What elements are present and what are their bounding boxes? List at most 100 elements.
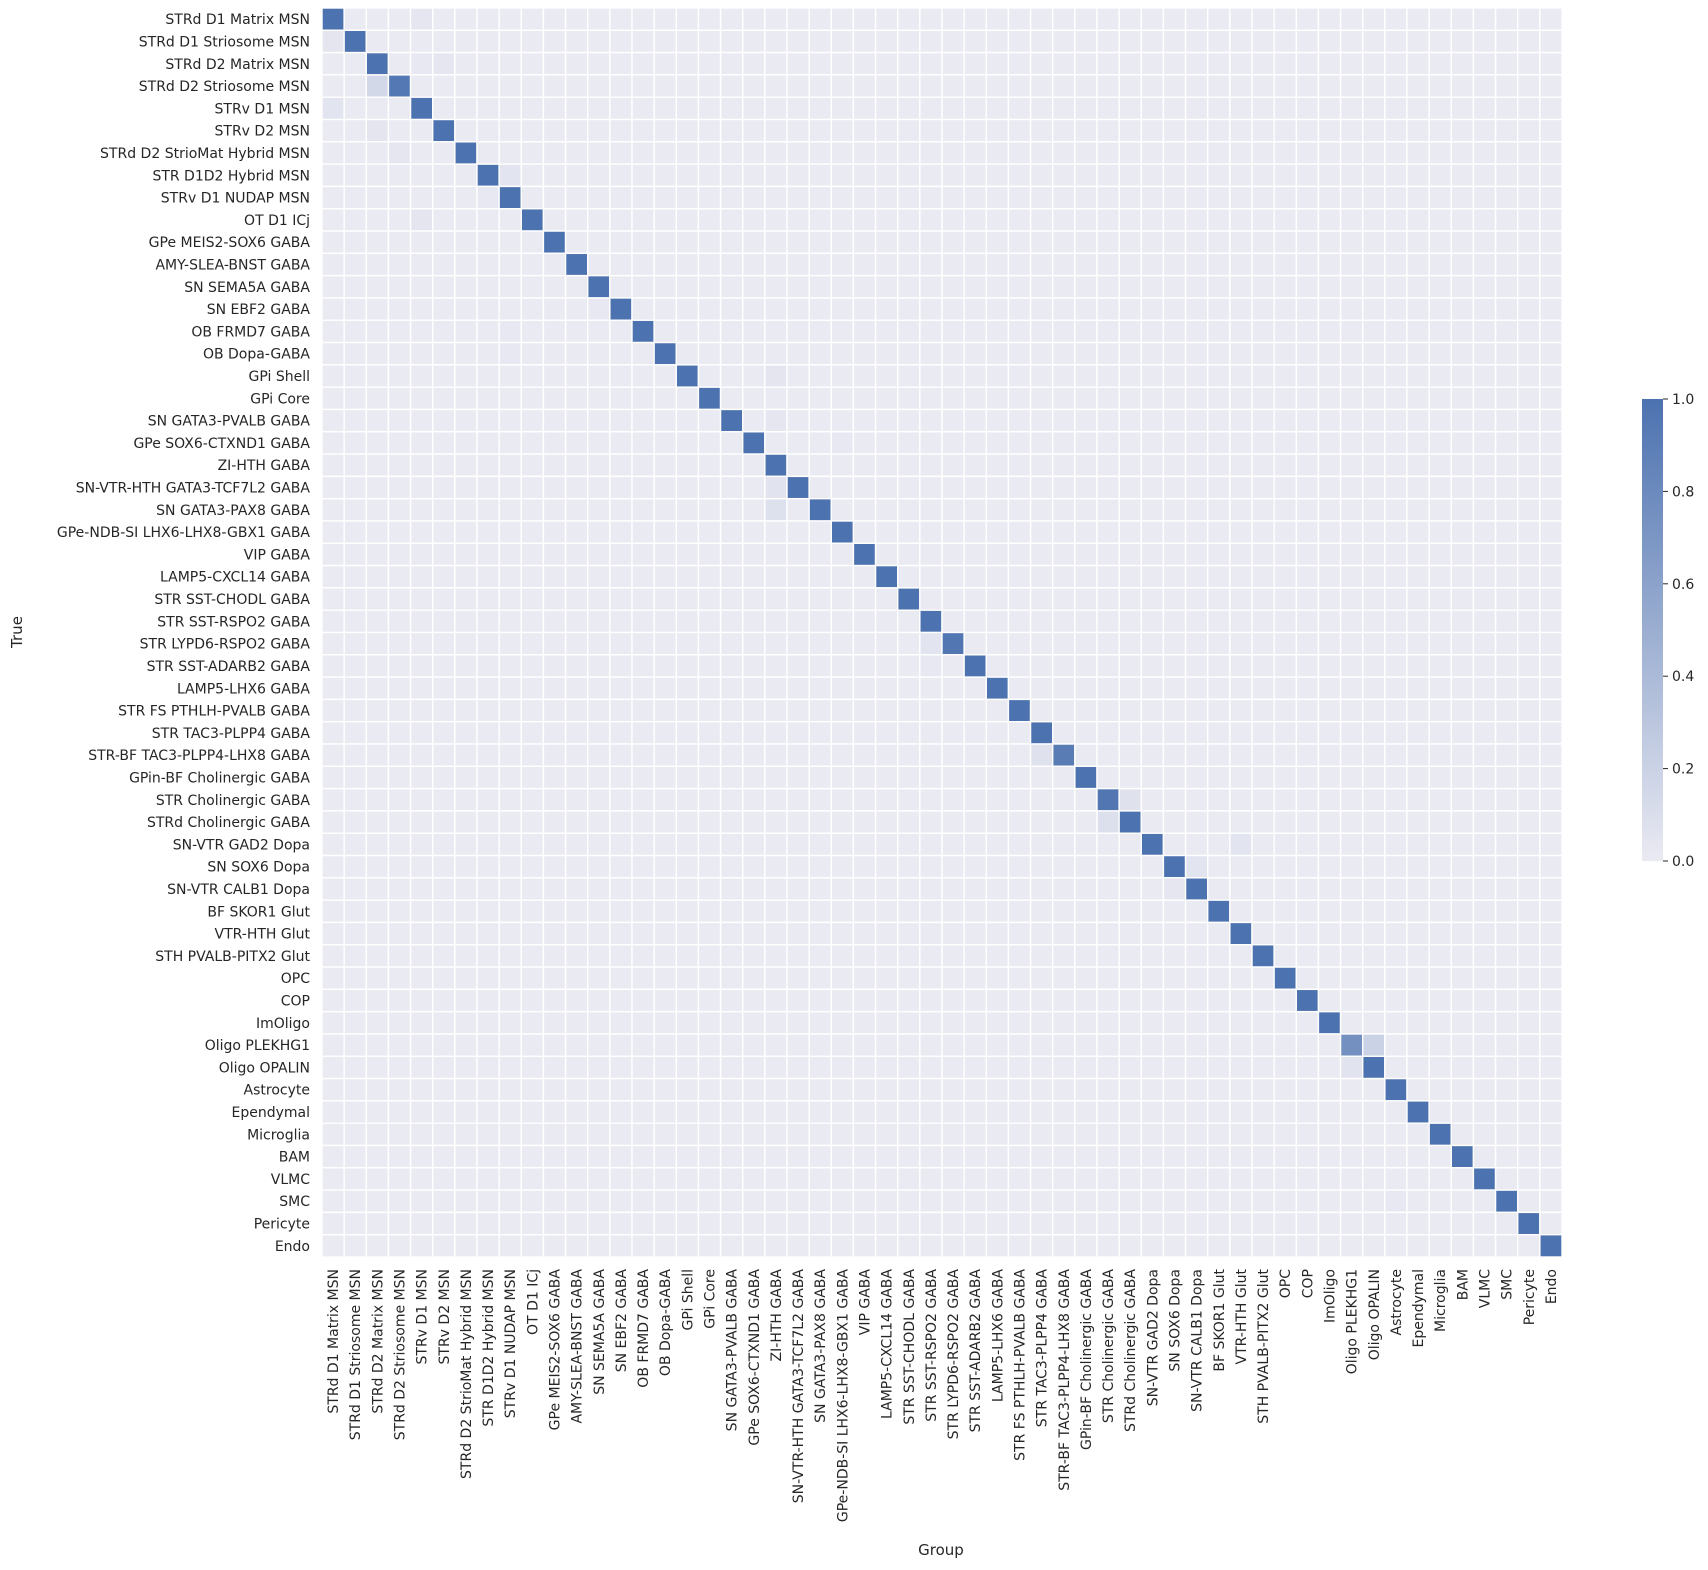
heatmap-cell (365, 1010, 390, 1035)
heatmap-cell (587, 765, 611, 790)
heatmap-cell (432, 921, 456, 946)
heatmap-cell (1472, 1167, 1497, 1191)
heatmap-cell (542, 1100, 567, 1124)
heatmap-cell (808, 497, 832, 522)
heatmap-cell (1273, 51, 1297, 76)
heatmap-cell (985, 29, 1010, 54)
heatmap-cell (1184, 854, 1209, 879)
heatmap-cell (919, 854, 943, 879)
heatmap-cell (1472, 944, 1497, 968)
heatmap-cell (432, 408, 456, 433)
heatmap-cell (387, 208, 412, 232)
heatmap-cell (1251, 163, 1275, 188)
heatmap-cell (476, 587, 500, 611)
heatmap-cell (564, 988, 589, 1013)
x-tick-label: STR TAC3-PLPP4 GABA (1035, 1269, 1051, 1428)
heatmap-cell (742, 988, 766, 1013)
heatmap-cell (874, 118, 899, 143)
heatmap-cell (1140, 832, 1165, 857)
heatmap-cell (631, 118, 655, 143)
y-tick-label: VIP GABA (244, 547, 311, 563)
heatmap-cell (808, 475, 832, 500)
heatmap-cell (1029, 364, 1054, 388)
heatmap-cell (587, 1033, 611, 1057)
heatmap-cell (1118, 1010, 1142, 1035)
heatmap-cell (1118, 208, 1142, 232)
heatmap-cell (852, 1100, 877, 1124)
heatmap-cell (476, 141, 500, 165)
heatmap-cell (786, 564, 810, 589)
heatmap-cell (919, 431, 943, 455)
heatmap-cell (1317, 587, 1342, 611)
heatmap-cell (1362, 51, 1386, 76)
heatmap-cell (808, 676, 832, 701)
heatmap-cell (409, 1233, 434, 1258)
heatmap-cell (432, 877, 456, 901)
heatmap-cell (830, 274, 855, 299)
heatmap-cell (409, 1077, 434, 1102)
heatmap-cell (1384, 1033, 1408, 1057)
heatmap-cell (1029, 854, 1054, 879)
heatmap-cell (1007, 810, 1032, 834)
heatmap-cell (454, 7, 478, 31)
heatmap-cell (719, 297, 744, 321)
heatmap-cell (409, 1033, 434, 1057)
y-tick-label: GPin-BF Cholinergic GABA (129, 770, 310, 786)
heatmap-cell (1428, 609, 1452, 634)
heatmap-cell (1317, 564, 1342, 589)
heatmap-cell (1450, 520, 1475, 544)
heatmap-cell (1273, 319, 1297, 344)
heatmap-cell (1140, 1167, 1165, 1191)
heatmap-cell (432, 899, 456, 924)
heatmap-cell (653, 1233, 677, 1258)
heatmap-cell (343, 141, 367, 165)
heatmap-cell (1494, 810, 1519, 834)
heatmap-cell (343, 609, 367, 634)
heatmap-cell (1273, 475, 1297, 500)
heatmap-cell (719, 654, 744, 678)
heatmap-cell (387, 141, 412, 165)
heatmap-cell (852, 921, 877, 946)
heatmap-cell (675, 721, 700, 745)
heatmap-cell (1362, 542, 1386, 567)
heatmap-cell (1229, 163, 1253, 188)
heatmap-cell (1162, 431, 1187, 455)
heatmap-cell (520, 765, 545, 790)
heatmap-cell (1384, 1122, 1408, 1147)
heatmap-cell (1428, 1233, 1452, 1258)
heatmap-cell (1472, 587, 1497, 611)
heatmap-cell (830, 96, 855, 121)
heatmap-cell (764, 141, 788, 165)
heatmap-cell (1428, 832, 1452, 857)
heatmap-cell (520, 899, 545, 924)
heatmap-cell (1118, 899, 1142, 924)
heatmap-cell (520, 118, 545, 143)
heatmap-cell (1317, 208, 1342, 232)
heatmap-cell (985, 7, 1010, 31)
heatmap-cell (476, 676, 500, 701)
heatmap-cell (1118, 631, 1142, 656)
heatmap-cell (786, 141, 810, 165)
heatmap-cell (1229, 743, 1253, 768)
heatmap-cell (1184, 787, 1209, 812)
heatmap-cell (387, 988, 412, 1013)
heatmap-cell (1362, 497, 1386, 522)
heatmap-cell (631, 453, 655, 478)
heatmap-cell (941, 96, 965, 121)
heatmap-cell (609, 141, 633, 165)
heatmap-cell (742, 721, 766, 745)
heatmap-cell (1029, 1167, 1054, 1191)
heatmap-cell (454, 609, 478, 634)
heatmap-cell (1140, 676, 1165, 701)
heatmap-cell (1184, 921, 1209, 946)
heatmap-cell (365, 274, 390, 299)
heatmap-cell (1184, 431, 1209, 455)
heatmap-cell (1096, 921, 1120, 946)
heatmap-cell (941, 743, 965, 768)
heatmap-cell (1118, 854, 1142, 879)
heatmap-cell (1472, 1144, 1497, 1169)
heatmap-cell (609, 74, 633, 98)
heatmap-cell (852, 408, 877, 433)
heatmap-cell (1362, 1167, 1386, 1191)
y-tick-label: OT D1 ICj (244, 213, 310, 229)
